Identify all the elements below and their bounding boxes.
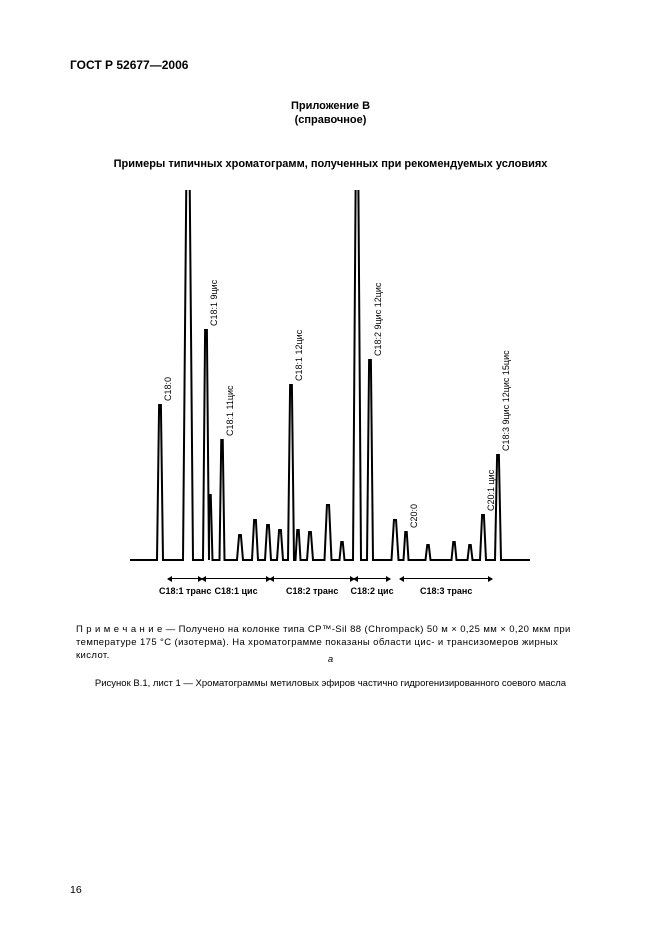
appendix-title: Приложение В [0,100,661,112]
region-label: С18:2 цис [351,586,394,596]
document-standard-code: ГОСТ Р 52677—2006 [70,58,188,72]
peak-label: C18:1 9цис [209,280,219,326]
region-arrow [354,578,390,579]
chromatogram-chart: C18:0 C18:1 9цис C18:1 11цис C18:1 12цис C18… [110,190,550,610]
region-arrow [202,578,270,579]
peak-label: C18:1 11цис [225,385,235,436]
region-arrow [400,578,492,579]
region-arrow [168,578,202,579]
peak-label: C18:2 9цис 12цис [373,283,383,356]
appendix-subtitle: (справочное) [0,114,661,126]
section-heading: Примеры типичных хроматограмм, полученны… [0,158,661,170]
peak-label: C18:3 9цис 12цис 15цис [501,350,511,451]
peak-label: C18:1 12цис [294,330,304,381]
region-arrow [270,578,354,579]
figure-sublabel-a: а [0,654,661,665]
note-label: П р и м е ч а н и е [76,624,163,635]
peak-label: C20:1 цис [486,470,496,511]
region-label: С18:3 транс [420,586,472,596]
region-label: С18:1 цис [215,586,258,596]
peak-label: C20:0 [409,504,419,528]
peak-label: C18:0 [163,377,173,401]
region-label: С18:2 транс [286,586,338,596]
region-label: С18:1 транс [159,586,211,596]
page-number: 16 [70,884,82,896]
figure-caption: Рисунок В.1, лист 1 — Хроматограммы мети… [0,678,661,689]
chromatogram-svg [110,190,550,610]
